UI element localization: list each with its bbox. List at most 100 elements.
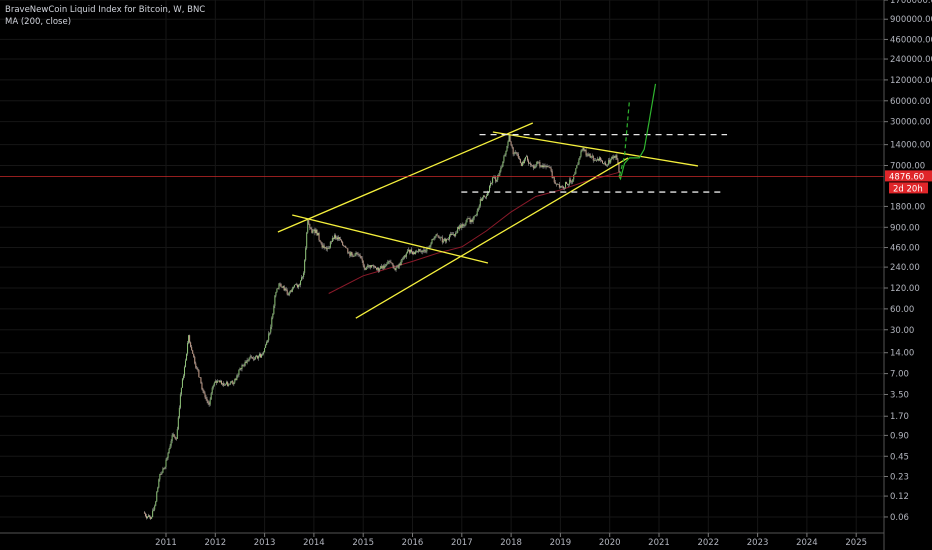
ma-200-line <box>328 171 620 294</box>
candle-body <box>512 147 514 155</box>
x-tick-label: 2018 <box>500 538 522 548</box>
candle-body <box>506 145 508 151</box>
candle-body <box>607 164 609 166</box>
candle-body <box>595 160 597 161</box>
projection-dashed-path[interactable] <box>619 100 630 176</box>
candle-body <box>521 161 523 166</box>
candle-body <box>545 166 547 168</box>
candle-body <box>280 284 282 288</box>
candle-body <box>235 378 237 380</box>
candle-body <box>529 163 531 165</box>
candle-body <box>406 251 408 254</box>
candle-body <box>437 235 439 238</box>
candle-body <box>552 177 554 178</box>
candle-body <box>616 155 618 160</box>
candle-body <box>226 382 228 385</box>
y-tick-label: 120.00 <box>890 284 920 294</box>
candle-body <box>238 370 240 375</box>
candle-body <box>367 265 369 267</box>
projection-curve-path[interactable] <box>618 83 657 181</box>
candle-body <box>338 237 340 240</box>
candle-body <box>413 252 415 255</box>
candle-body <box>570 179 572 182</box>
candle-body <box>498 175 500 176</box>
candle-body <box>311 228 313 233</box>
candle-body <box>557 184 559 185</box>
candle-body <box>483 195 485 197</box>
indicator-label[interactable]: MA (200, close) <box>5 17 72 27</box>
trendline[interactable] <box>492 131 699 167</box>
candle-body <box>496 179 498 182</box>
candles <box>143 133 621 520</box>
candle-body <box>348 252 350 254</box>
candle-body <box>329 241 331 248</box>
candle-body <box>342 241 344 246</box>
drawings[interactable] <box>277 83 728 319</box>
candle-body <box>372 265 374 267</box>
candle-body <box>239 368 241 371</box>
candle-body <box>240 368 242 370</box>
candle-body <box>456 232 458 234</box>
candle-body <box>615 155 617 158</box>
candle-body <box>490 182 492 187</box>
candle-body <box>583 148 585 151</box>
candle-body <box>357 253 359 255</box>
candle-body <box>486 193 488 196</box>
candle-body <box>540 166 542 168</box>
y-tick-label: 460000.00 <box>890 35 932 45</box>
candle-body <box>432 238 434 240</box>
candle-body <box>187 343 189 354</box>
y-tick-label: 900.00 <box>890 223 920 233</box>
candle-body <box>153 509 155 511</box>
candle-body <box>561 186 563 188</box>
candle-body <box>315 229 317 234</box>
candle-body <box>149 515 151 517</box>
candle-body <box>271 317 273 327</box>
candle-body <box>517 153 519 158</box>
candle-body <box>414 252 416 255</box>
y-tick-label: 0.90 <box>890 431 909 441</box>
candle-body <box>250 356 252 357</box>
symbol-title[interactable]: BraveNewCoin Liquid Index for Bitcoin, W… <box>5 5 206 15</box>
candle-body <box>251 356 253 359</box>
candle-body <box>468 218 470 219</box>
candle-body <box>546 166 548 168</box>
candle-body <box>145 516 147 519</box>
y-tick-label: 1.70 <box>890 412 909 422</box>
x-tick-label: 2016 <box>402 538 424 548</box>
trendline[interactable] <box>292 214 489 264</box>
candle-body <box>253 359 255 360</box>
candle-body <box>165 459 167 467</box>
candle-body <box>604 162 606 164</box>
candle-body <box>448 235 450 240</box>
price-axis[interactable]: 1700000.00 900000.00 460000.00 240000.00 120… <box>884 0 932 523</box>
candle-body <box>598 157 600 161</box>
candle-body <box>360 256 362 259</box>
time-axis[interactable]: 2011 2012 2013 2014 2015 2016 2017 2018 2019 2020… <box>155 533 867 548</box>
candle-body <box>526 156 528 158</box>
x-tick-label: 2012 <box>204 538 226 548</box>
candle-body <box>384 265 386 269</box>
candle-body <box>450 234 452 236</box>
candle-body <box>396 266 398 268</box>
candle-body <box>463 225 465 226</box>
candle-body <box>267 340 269 342</box>
trendline[interactable] <box>277 122 534 233</box>
candle-body <box>471 220 473 222</box>
candle-body <box>286 290 288 295</box>
candle-body <box>415 251 417 255</box>
trendline[interactable] <box>355 157 629 319</box>
candle-body <box>254 356 256 360</box>
candle-body <box>316 229 318 236</box>
candle-body <box>214 381 216 383</box>
candle-body <box>276 288 278 293</box>
candle-body <box>494 176 496 178</box>
last-price-tag: 4876.60 2d 20h <box>885 170 932 194</box>
candle-body <box>323 245 325 249</box>
candle-body <box>534 166 536 169</box>
candle-body <box>170 441 172 446</box>
candle-body <box>395 267 397 271</box>
candle-body <box>172 434 174 436</box>
candle-body <box>514 152 516 154</box>
